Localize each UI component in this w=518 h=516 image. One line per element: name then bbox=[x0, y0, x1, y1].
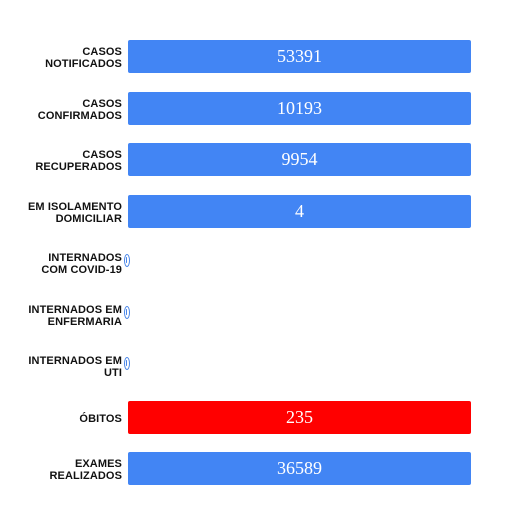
data-label: 235 bbox=[286, 406, 313, 427]
category-label: INTERNADOS EM UTI bbox=[28, 355, 122, 379]
category-label: INTERNADOS COM COVID-19 bbox=[41, 252, 122, 276]
bar[interactable] bbox=[128, 400, 471, 434]
bar-row: CASOS RECUPERADOS 9954 bbox=[0, 143, 518, 179]
data-label: 53391 bbox=[277, 46, 322, 66]
bar[interactable] bbox=[128, 91, 471, 125]
bar-row: EM ISOLAMENTO DOMICILIAR 4 bbox=[0, 194, 518, 231]
bar-row: ÓBITOS 235 bbox=[0, 400, 518, 437]
category-label: CASOS CONFIRMADOS bbox=[37, 97, 122, 122]
zero-data-label bbox=[124, 305, 130, 319]
bar-row: CASOS CONFIRMADOS 10193 bbox=[0, 91, 518, 128]
zero-data-label bbox=[124, 357, 130, 370]
zero-data-label bbox=[124, 254, 130, 267]
bar[interactable] bbox=[128, 452, 471, 485]
bar-row: EXAMES REALIZADOS 36589 bbox=[0, 452, 518, 488]
bar-row: INTERNADOS EM ENFERMARIA bbox=[0, 298, 518, 334]
bar[interactable] bbox=[128, 194, 471, 228]
category-label: EXAMES REALIZADOS bbox=[49, 458, 122, 482]
category-label: ÓBITOS bbox=[79, 412, 122, 425]
category-label: EM ISOLAMENTO DOMICILIAR bbox=[28, 200, 122, 225]
bar-row: CASOS NOTIFICADOS 53391 bbox=[0, 40, 518, 76]
data-label: 4 bbox=[295, 200, 304, 221]
data-label: 10193 bbox=[277, 97, 322, 118]
bar-row: INTERNADOS COM COVID-19 bbox=[0, 246, 518, 282]
category-label: CASOS NOTIFICADOS bbox=[45, 46, 122, 70]
data-label: 9954 bbox=[281, 149, 318, 169]
category-label: CASOS RECUPERADOS bbox=[35, 149, 122, 173]
bar[interactable] bbox=[128, 143, 471, 176]
bar[interactable] bbox=[128, 40, 471, 73]
bar-row: INTERNADOS EM UTI bbox=[0, 349, 518, 385]
category-label: INTERNADOS EM ENFERMARIA bbox=[28, 303, 122, 328]
data-label: 36589 bbox=[277, 458, 322, 478]
